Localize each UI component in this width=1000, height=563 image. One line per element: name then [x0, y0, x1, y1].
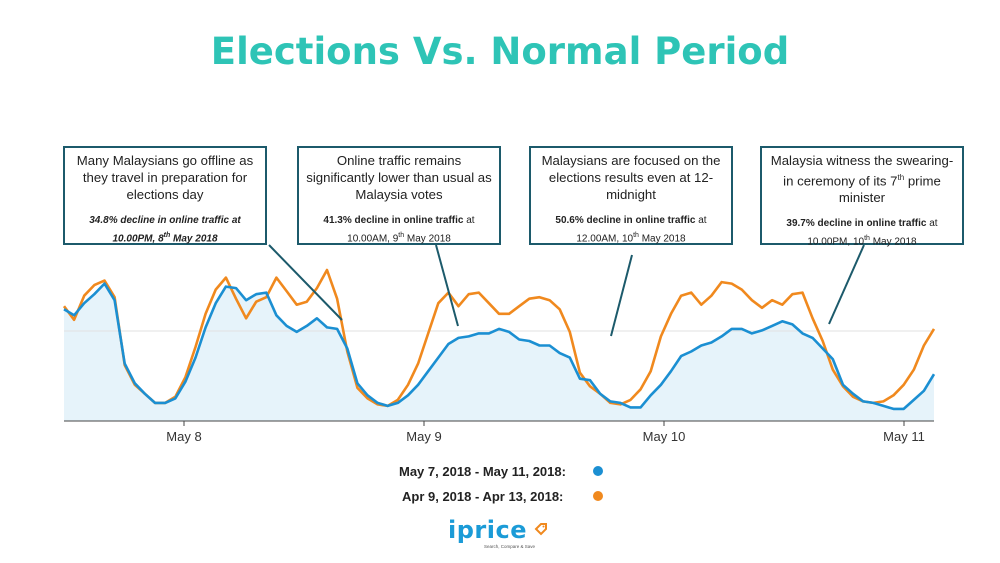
- x-axis-tick-label: May 9: [406, 429, 441, 444]
- callout-stat-date: May 2018: [869, 236, 917, 248]
- logo-wordmark: iprice: [448, 516, 527, 544]
- callout-leader-line: [268, 244, 343, 321]
- callout-text-post: prime minister: [838, 173, 941, 206]
- callout-stat-sup: th: [163, 232, 171, 239]
- callout-stat-time: 10.00PM, 8: [112, 233, 164, 245]
- callout-election-results: Malaysians are focused on the elections …: [529, 146, 733, 245]
- chart-title: Elections Vs. Normal Period: [210, 30, 790, 73]
- callout-voting-day: Online traffic remains significantly low…: [297, 146, 501, 245]
- callout-stat-at: at: [695, 215, 707, 226]
- callout-stat-sup: th: [864, 235, 870, 243]
- legend-label-apr: Apr 9, 2018 - Apr 13, 2018:: [402, 489, 564, 504]
- callout-leader-line: [828, 244, 865, 325]
- logo-tagline: Search, Compare & Save: [484, 544, 536, 549]
- callout-stat-lead: 50.6% decline in online traffic: [555, 215, 696, 226]
- callout-stat-sup: th: [633, 232, 639, 239]
- legend-item-apr: Apr 9, 2018 - Apr 13, 2018:: [402, 489, 563, 504]
- callout-stat-date: May 2018: [404, 233, 451, 245]
- callout-stat-lead: 39.7% decline in online traffic: [786, 218, 927, 230]
- legend-marker-apr: [593, 491, 603, 501]
- callout-text: Malaysia witness the swearing-in ceremon…: [768, 152, 956, 206]
- legend-label-may: May 7, 2018 - May 11, 2018:: [399, 464, 566, 479]
- callout-stat: 41.3% decline in online traffic at 10.00…: [305, 213, 493, 246]
- tag-icon: [534, 523, 547, 536]
- callout-stat-time: 10.00AM, 9: [347, 233, 399, 245]
- callout-text: Malaysians are focused on the elections …: [541, 153, 721, 202]
- iprice-logo: iprice Search, Compare & Save: [448, 516, 547, 549]
- callout-stat-sup: th: [398, 232, 405, 239]
- callout-stat-time: 10.00PM, 10: [807, 236, 865, 248]
- series-area-may: [64, 283, 934, 421]
- legend-item-may: May 7, 2018 - May 11, 2018:: [399, 464, 566, 479]
- callout-stat: 34.8% decline in online traffic at 10.00…: [71, 213, 259, 246]
- callout-stat-time: 12.00AM, 10: [576, 233, 634, 245]
- callout-text: Many Malaysians go offline as they trave…: [76, 153, 254, 202]
- x-axis-tick-label: May 10: [643, 429, 686, 444]
- series-line-apr: [62, 268, 936, 408]
- callout-text-pre: Malaysia witness the swearing-in ceremon…: [770, 153, 954, 189]
- callout-text-sup: th: [897, 173, 905, 182]
- callout-stat-date: May 2018: [170, 233, 218, 245]
- callout-stat-at: at: [463, 215, 475, 226]
- callout-stat-lead: 34.8% decline in online traffic at: [89, 215, 241, 226]
- legend-marker-may: [593, 466, 603, 476]
- series-line-may: [63, 282, 936, 411]
- callout-text: Online traffic remains significantly low…: [306, 153, 492, 202]
- callout-stat-lead: 41.3% decline in online traffic: [323, 215, 464, 226]
- callout-stat: 50.6% decline in online traffic at 12.00…: [537, 213, 725, 246]
- callout-swearing-in: Malaysia witness the swearing-in ceremon…: [760, 146, 964, 248]
- callout-leader-line: [610, 254, 633, 337]
- callout-leader-line: [435, 244, 459, 327]
- callout-stat: 39.7% decline in online traffic at 10.00…: [768, 216, 956, 249]
- x-axis-tick-label: May 11: [883, 429, 925, 444]
- callout-offline-travel: Many Malaysians go offline as they trave…: [63, 146, 267, 245]
- callout-stat-date: May 2018: [638, 233, 686, 245]
- callout-stat-at: at: [926, 218, 938, 230]
- x-axis-tick-label: May 8: [166, 429, 201, 444]
